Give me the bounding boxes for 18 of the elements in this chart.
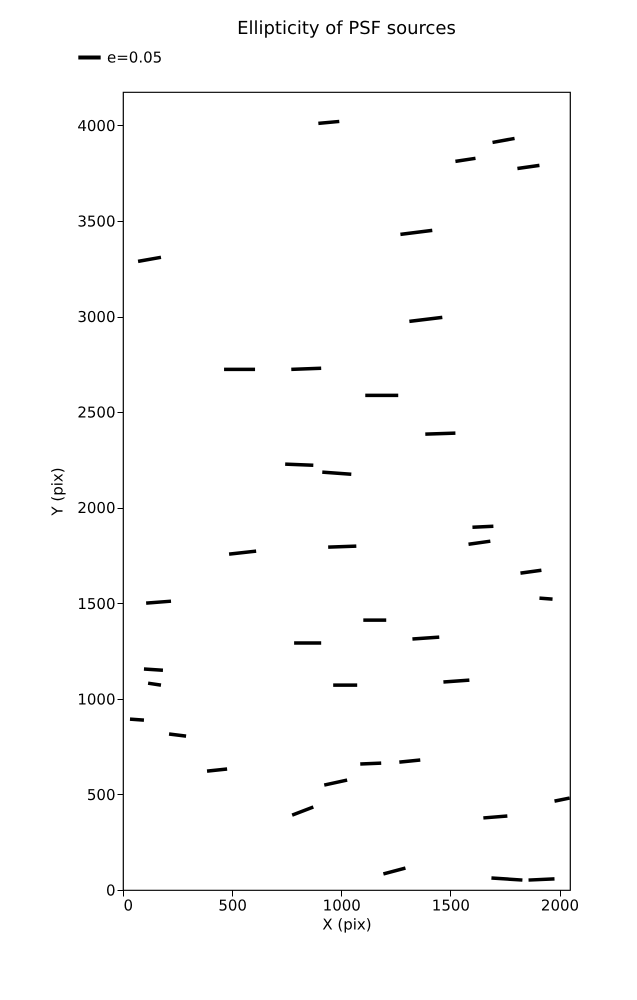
chart-title: Ellipticity of PSF sources	[237, 18, 456, 39]
y-tick-label: 0	[106, 882, 116, 900]
y-tick-label: 3500	[77, 212, 116, 231]
x-axis-title: X (pix)	[322, 916, 372, 934]
y-tick-label: 3000	[77, 308, 116, 326]
y-tick-label: 1500	[77, 594, 116, 613]
y-tick-label: 1000	[77, 690, 116, 708]
x-tick-label: 0	[124, 896, 134, 914]
x-tick-label: 1500	[432, 896, 470, 914]
y-tick-label: 2000	[77, 499, 116, 518]
legend-label: e=0.05	[107, 48, 162, 66]
y-tick-label: 4000	[77, 116, 116, 135]
y-axis-title: Y (pix)	[48, 467, 66, 517]
y-tick-label: 500	[86, 786, 116, 804]
x-tick-label: 500	[218, 896, 247, 914]
x-tick-label: 2000	[540, 896, 580, 914]
x-tick-label: 1000	[322, 896, 361, 914]
y-tick-label: 2500	[77, 404, 116, 422]
